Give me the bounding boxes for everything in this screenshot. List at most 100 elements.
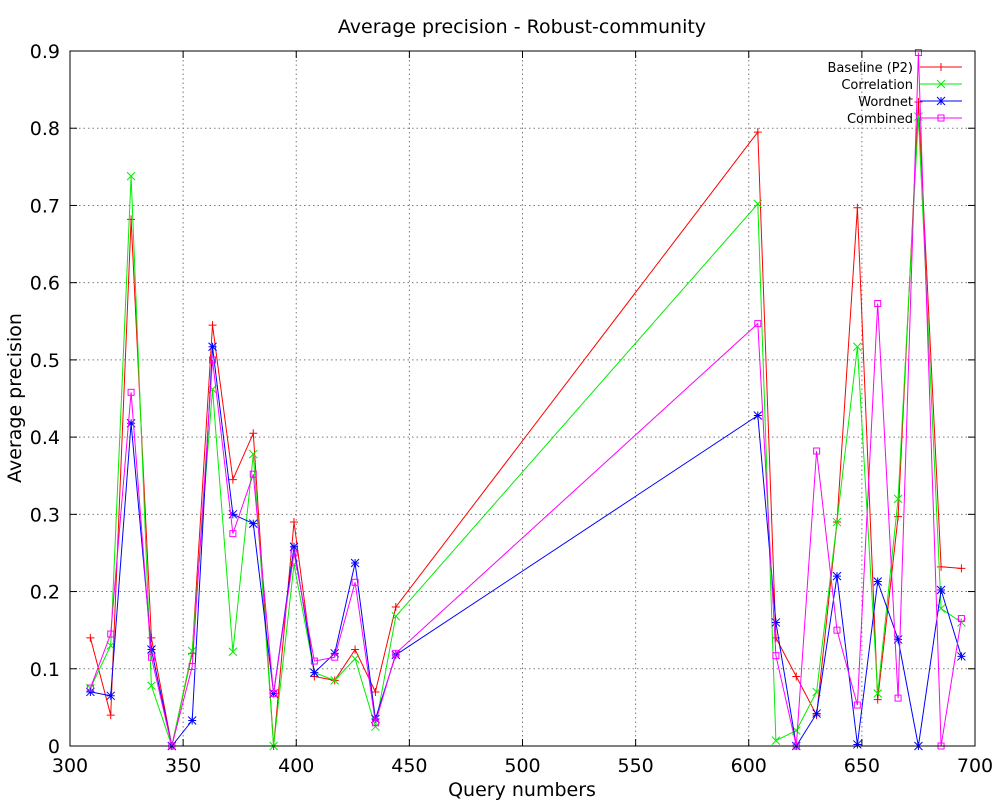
data-point	[228, 475, 237, 484]
data-point	[914, 49, 922, 57]
legend-item: Combined	[847, 112, 962, 127]
data-point	[753, 128, 762, 137]
data-point	[754, 320, 762, 328]
data-point	[127, 215, 136, 224]
data-point	[753, 411, 763, 420]
legend-label: Baseline (P2)	[827, 61, 913, 76]
data-point	[86, 633, 95, 642]
data-point	[894, 694, 902, 702]
x-tick-label: 500	[504, 755, 540, 777]
data-point	[86, 687, 95, 697]
y-tick-label: 0.9	[30, 41, 60, 63]
series-baseline-p2	[86, 97, 966, 750]
data-point	[331, 653, 339, 661]
data-point	[371, 714, 380, 724]
series-correlation	[86, 112, 966, 751]
y-tick-label: 0.7	[30, 195, 60, 217]
series-line-wordnet	[90, 346, 962, 748]
data-point	[957, 615, 965, 623]
data-point	[147, 633, 156, 642]
series-line-combined	[89, 52, 962, 747]
data-point	[753, 199, 763, 209]
x-tick-label: 400	[278, 755, 314, 777]
data-point	[351, 645, 360, 654]
data-point	[126, 418, 136, 428]
data-point	[813, 447, 821, 455]
data-point	[126, 171, 136, 181]
y-tick-label: 0	[48, 736, 60, 758]
data-point	[187, 646, 197, 656]
series-wordnet	[86, 342, 966, 751]
legend-label: Wordnet	[858, 95, 913, 110]
data-point	[772, 652, 780, 660]
data-point	[188, 662, 196, 670]
data-point	[147, 645, 156, 654]
data-point	[208, 342, 217, 352]
data-point	[852, 740, 862, 749]
data-point	[290, 549, 298, 557]
x-tick-label: 350	[165, 755, 201, 777]
data-point	[937, 562, 946, 571]
data-point	[249, 429, 258, 438]
x-tick-label: 700	[957, 755, 993, 777]
y-tick-label: 0.8	[30, 118, 60, 140]
data-point	[893, 635, 903, 644]
data-point	[228, 509, 238, 519]
data-point	[106, 711, 115, 720]
data-point	[350, 654, 360, 664]
x-tick-label: 600	[731, 755, 767, 777]
legend: Baseline (P2) Correlation Wordnet Combined	[827, 61, 962, 127]
data-point	[209, 356, 217, 364]
data-point	[248, 449, 258, 459]
data-point	[107, 630, 115, 638]
data-point	[147, 653, 155, 661]
x-tick-label: 650	[844, 755, 880, 777]
data-point	[371, 687, 380, 696]
data-point	[289, 518, 298, 527]
data-point	[893, 494, 903, 504]
data-point	[106, 691, 116, 701]
legend-item: Wordnet	[858, 95, 962, 110]
data-point	[771, 618, 781, 627]
data-point	[957, 564, 966, 573]
data-point	[147, 681, 156, 691]
data-point	[351, 578, 359, 586]
data-point	[229, 530, 237, 538]
legend-item: Baseline (P2)	[827, 61, 962, 76]
data-point	[873, 689, 883, 698]
data-point	[289, 542, 299, 552]
y-tick-label: 0.3	[30, 504, 60, 526]
data-point	[392, 649, 400, 657]
data-point	[771, 736, 781, 745]
data-point	[248, 519, 258, 528]
x-tick-label: 450	[391, 755, 427, 777]
data-point	[310, 657, 318, 665]
data-point	[914, 97, 923, 106]
data-point	[350, 558, 360, 568]
data-point	[270, 689, 278, 697]
legend-label: Correlation	[841, 78, 913, 93]
data-point	[228, 647, 238, 657]
y-tick-label: 0.4	[30, 427, 60, 449]
data-point	[792, 672, 801, 681]
x-axis-title: Query numbers	[448, 779, 596, 800]
y-tick-label: 0.2	[30, 582, 60, 604]
data-point	[853, 701, 861, 709]
data-point	[957, 652, 966, 661]
data-point	[873, 577, 883, 586]
data-point	[894, 512, 903, 521]
data-point	[832, 571, 842, 581]
data-point	[249, 470, 257, 478]
data-point	[127, 388, 135, 396]
data-point	[873, 695, 882, 704]
grid	[70, 51, 975, 746]
series-group	[86, 49, 966, 751]
y-axis-title: Average precision	[4, 313, 26, 483]
chart-title: Average precision - Robust-community	[338, 16, 706, 38]
y-tick-label: 0.1	[30, 659, 60, 681]
x-tick-label: 300	[52, 755, 88, 777]
data-point	[874, 300, 882, 308]
data-point	[86, 684, 94, 692]
legend-marker	[936, 96, 946, 106]
